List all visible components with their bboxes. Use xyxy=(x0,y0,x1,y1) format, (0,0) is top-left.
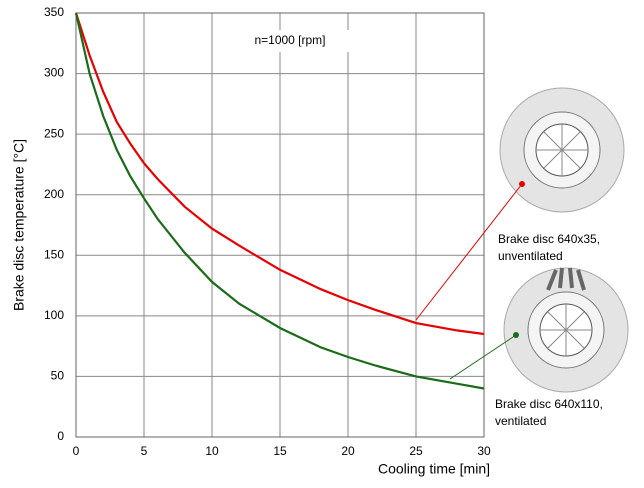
y-tick-label: 200 xyxy=(44,187,64,201)
x-axis-label: Cooling time [min] xyxy=(378,461,490,477)
x-tick-label: 30 xyxy=(477,444,491,458)
annotation: n=1000 [rpm] xyxy=(254,33,325,47)
callout-dot xyxy=(513,332,519,338)
x-tick-label: 0 xyxy=(73,444,80,458)
series-label: Brake disc 640x35, xyxy=(498,232,600,246)
disc-ventilated xyxy=(504,268,628,392)
x-tick-label: 20 xyxy=(341,444,355,458)
series-label: ventilated xyxy=(495,414,546,428)
y-tick-label: 150 xyxy=(44,247,64,261)
disc-unventilated xyxy=(500,88,624,212)
chart: n=1000 [rpm] Cooling time [min] Brake di… xyxy=(0,0,644,488)
y-tick-label: 350 xyxy=(44,5,64,19)
x-tick-label: 5 xyxy=(141,444,148,458)
x-tick-label: 25 xyxy=(409,444,423,458)
series-label: unventilated xyxy=(498,249,563,263)
callout-dot xyxy=(519,181,525,187)
y-tick-label: 50 xyxy=(51,369,65,383)
x-tick-label: 15 xyxy=(273,444,287,458)
callout-line xyxy=(450,335,516,379)
y-tick-label: 0 xyxy=(57,429,64,443)
y-axis-label: Brake disc temperature [°C] xyxy=(11,139,27,311)
y-tick-label: 300 xyxy=(44,66,64,80)
y-tick-label: 250 xyxy=(44,126,64,140)
series-label: Brake disc 640x110, xyxy=(495,397,603,411)
grid xyxy=(76,13,484,437)
x-tick-label: 10 xyxy=(205,444,219,458)
y-tick-label: 100 xyxy=(44,308,64,322)
